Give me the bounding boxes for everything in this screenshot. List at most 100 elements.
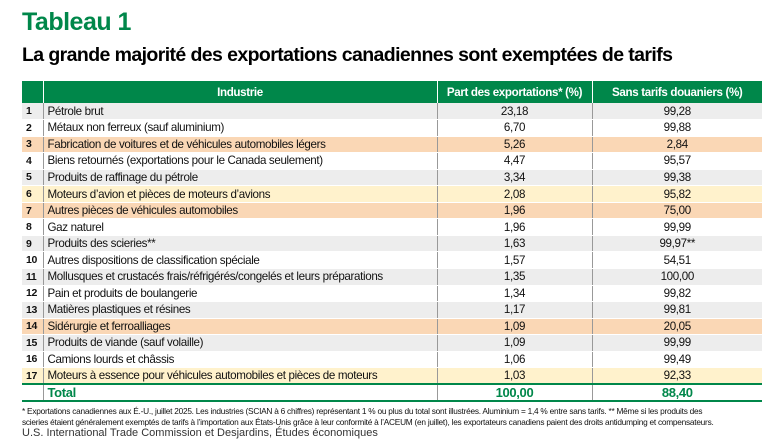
share-cell: 5,26	[437, 136, 593, 154]
industry-cell: Moteurs à essence pour véhicules automob…	[43, 367, 438, 385]
table-row: 7 Autres pièces de véhicules automobiles 1…	[22, 202, 762, 220]
share-cell: 23,18	[437, 103, 593, 121]
table-row: 4 Biens retournés (exportations pour le C…	[22, 152, 762, 170]
industry-cell: Biens retournés (exportations pour le Ca…	[43, 152, 438, 170]
table-row: 15 Produits de viande (sauf volaille) 1,09…	[22, 334, 762, 352]
table-row: 9 Produits des scieries** 1,63 99,97**	[22, 235, 762, 253]
table-row: 17 Moteurs à essence pour véhicules autom…	[22, 367, 762, 385]
header-tariff-free: Sans tarifs douaniers (%)	[592, 81, 762, 103]
industry-cell: Autres dispositions de classification sp…	[43, 251, 438, 269]
industry-cell: Métaux non ferreux (sauf aluminium)	[43, 119, 438, 137]
industry-cell: Pétrole brut	[43, 103, 438, 121]
industry-cell: Pain et produits de boulangerie	[43, 285, 438, 303]
row-number: 16	[22, 351, 44, 369]
footnote-line: * Exportations canadiennes aux É.-U., ju…	[22, 406, 703, 416]
tariff-free-cell: 95,82	[592, 185, 762, 203]
table-row: 10 Autres dispositions de classification …	[22, 251, 762, 269]
table-row: 3 Fabrication de voitures et de véhicules…	[22, 136, 762, 154]
footnote-line: scieries étaient généralement exemptés d…	[22, 416, 714, 427]
tariff-free-cell: 99,88	[592, 119, 762, 137]
share-cell: 1,06	[437, 351, 593, 369]
tariff-free-cell: 75,00	[592, 202, 762, 220]
table-row: 1 Pétrole brut 23,18 99,28	[22, 103, 762, 121]
industry-cell: Fabrication de voitures et de véhicules …	[43, 136, 438, 154]
row-number: 4	[22, 152, 44, 170]
industry-cell: Produits de raffinage du pétrole	[43, 169, 438, 187]
tariff-free-cell: 99,82	[592, 285, 762, 303]
industry-cell: Mollusques et crustacés frais/réfrigérés…	[43, 268, 438, 286]
table-row: 5 Produits de raffinage du pétrole 3,34 99,…	[22, 169, 762, 187]
tariff-free-cell: 20,05	[592, 318, 762, 336]
source-text: U.S. International Trade Commission et D…	[22, 427, 378, 439]
table-subtitle: La grande majorité des exportations cana…	[22, 44, 673, 66]
tariff-free-cell: 92,33	[592, 367, 762, 385]
industry-cell: Camions lourds et châssis	[43, 351, 438, 369]
row-number: 2	[22, 119, 44, 137]
industry-cell: Gaz naturel	[43, 218, 438, 236]
tariff-free-cell: 99,97**	[592, 235, 762, 253]
row-number: 7	[22, 202, 44, 220]
table-row: 6 Moteurs d’avion et pièces de moteurs d’…	[22, 185, 762, 203]
share-cell: 3,34	[437, 169, 593, 187]
tariff-free-cell: 99,99	[592, 218, 762, 236]
tariff-free-cell: 2,84	[592, 136, 762, 154]
industry-cell: Matières plastiques et résines	[43, 301, 438, 319]
industry-cell: Autres pièces de véhicules automobiles	[43, 202, 438, 220]
header-share: Part des exportations* (%)	[437, 81, 593, 103]
share-cell: 1,35	[437, 268, 593, 286]
table-row: 13 Matières plastiques et résines 1,17 99,8…	[22, 301, 762, 319]
footnote: * Exportations canadiennes aux É.-U., ju…	[22, 406, 774, 427]
industry-cell: Sidérurgie et ferroalliages	[43, 318, 438, 336]
share-cell: 1,96	[437, 202, 593, 220]
table-row: 16 Camions lourds et châssis 1,06 99,49	[22, 351, 762, 369]
row-number: 15	[22, 334, 44, 352]
share-cell: 1,57	[437, 251, 593, 269]
row-number: 9	[22, 235, 44, 253]
row-number: 12	[22, 285, 44, 303]
tariff-free-cell: 54,51	[592, 251, 762, 269]
table-row: 2 Métaux non ferreux (sauf aluminium) 6,70…	[22, 119, 762, 137]
table-row: 8 Gaz naturel 1,96 99,99	[22, 218, 762, 236]
share-cell: 1,09	[437, 318, 593, 336]
share-cell: 2,08	[437, 185, 593, 203]
share-cell: 4,47	[437, 152, 593, 170]
share-cell: 1,34	[437, 285, 593, 303]
total-row: Total 100,00 88,40	[22, 383, 762, 403]
table-row: 12 Pain et produits de boulangerie 1,34 99,…	[22, 285, 762, 303]
row-number: 5	[22, 169, 44, 187]
tariff-free-cell: 99,99	[592, 334, 762, 352]
row-number: 11	[22, 268, 44, 286]
row-number: 1	[22, 103, 44, 121]
industry-cell: Produits de viande (sauf volaille)	[43, 334, 438, 352]
industry-cell: Moteurs d’avion et pièces de moteurs d’a…	[43, 185, 438, 203]
tariff-free-cell: 99,28	[592, 103, 762, 121]
row-number: 6	[22, 185, 44, 203]
total-label: Total	[43, 383, 438, 403]
table-row: 14 Sidérurgie et ferroalliages 1,09 20,05	[22, 318, 762, 336]
share-cell: 6,70	[437, 119, 593, 137]
row-number: 3	[22, 136, 44, 154]
row-number: 10	[22, 251, 44, 269]
row-number: 8	[22, 218, 44, 236]
share-cell: 1,63	[437, 235, 593, 253]
share-cell: 1,09	[437, 334, 593, 352]
row-number: 14	[22, 318, 44, 336]
tariff-free-cell: 99,49	[592, 351, 762, 369]
share-cell: 1,17	[437, 301, 593, 319]
tariff-free-cell: 99,38	[592, 169, 762, 187]
tariff-free-cell: 100,00	[592, 268, 762, 286]
total-tariff-free: 88,40	[592, 383, 762, 403]
tariff-free-cell: 99,81	[592, 301, 762, 319]
total-share: 100,00	[437, 383, 593, 403]
row-number: 17	[22, 367, 44, 385]
tariff-free-cell: 95,57	[592, 152, 762, 170]
industry-cell: Produits des scieries**	[43, 235, 438, 253]
table-row: 11 Mollusques et crustacés frais/réfrigér…	[22, 268, 762, 286]
total-spacer	[22, 383, 44, 403]
exports-table: Industrie Part des exportations* (%) San…	[22, 81, 762, 403]
share-cell: 1,96	[437, 218, 593, 236]
header-number	[22, 81, 44, 103]
share-cell: 1,03	[437, 367, 593, 385]
table-header: Industrie Part des exportations* (%) San…	[22, 81, 762, 103]
row-number: 13	[22, 301, 44, 319]
